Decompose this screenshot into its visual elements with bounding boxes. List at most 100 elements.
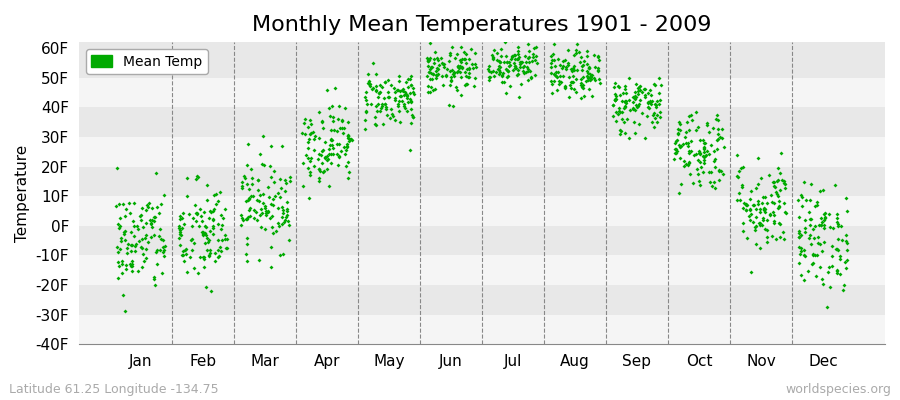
Point xyxy=(202,252,216,258)
Point xyxy=(369,108,383,114)
Point xyxy=(279,214,293,220)
Point xyxy=(175,252,189,258)
Point xyxy=(832,223,846,229)
Point xyxy=(253,192,267,199)
Point xyxy=(428,72,443,78)
Y-axis label: Temperature: Temperature xyxy=(15,144,30,242)
Point xyxy=(677,158,691,164)
Point xyxy=(760,227,775,233)
Point xyxy=(549,73,563,79)
Point xyxy=(697,157,711,163)
Point xyxy=(327,118,341,124)
Point xyxy=(153,247,167,254)
Point xyxy=(432,62,446,68)
Point xyxy=(379,106,393,112)
Point xyxy=(526,50,540,57)
Point xyxy=(794,272,808,278)
Point xyxy=(629,102,643,108)
Point xyxy=(640,113,654,119)
Point xyxy=(512,64,526,70)
Point xyxy=(241,196,256,202)
Point xyxy=(256,162,271,168)
Point xyxy=(766,179,780,185)
Point xyxy=(736,200,751,207)
Text: Latitude 61.25 Longitude -134.75: Latitude 61.25 Longitude -134.75 xyxy=(9,383,219,396)
Point xyxy=(425,64,439,70)
Point xyxy=(714,168,728,174)
Point xyxy=(753,220,768,226)
Point xyxy=(632,101,646,107)
Point xyxy=(148,231,162,238)
Point xyxy=(239,258,254,264)
Point xyxy=(692,151,706,157)
Point xyxy=(672,155,687,161)
Point xyxy=(400,108,415,114)
Point xyxy=(494,53,508,59)
Point xyxy=(320,166,335,172)
Point xyxy=(752,219,766,226)
Point xyxy=(212,254,226,260)
Point xyxy=(626,119,641,126)
Point xyxy=(438,73,453,79)
Point xyxy=(238,198,253,205)
Point xyxy=(446,67,460,73)
Bar xyxy=(79,226,885,256)
Point xyxy=(459,60,473,66)
Point xyxy=(697,148,711,155)
Point xyxy=(497,79,511,85)
Point xyxy=(467,61,482,67)
Point xyxy=(198,240,212,246)
Point xyxy=(283,177,297,184)
Point xyxy=(446,69,461,76)
Point xyxy=(632,84,646,90)
Point xyxy=(280,212,294,218)
Point xyxy=(337,144,351,150)
Point xyxy=(178,247,193,254)
Point xyxy=(155,270,169,276)
Point xyxy=(775,177,789,183)
Point xyxy=(500,68,515,74)
Point xyxy=(698,146,712,152)
Point xyxy=(388,95,402,102)
Point xyxy=(581,74,596,80)
Point xyxy=(491,57,506,64)
Point xyxy=(778,208,793,215)
Point xyxy=(648,82,662,88)
Point xyxy=(626,105,640,112)
Point xyxy=(274,194,288,200)
Point xyxy=(635,89,650,95)
Point xyxy=(733,197,747,204)
Point xyxy=(122,210,137,216)
Point xyxy=(816,225,831,231)
Point xyxy=(769,183,783,190)
Point xyxy=(202,253,216,260)
Point xyxy=(373,108,387,114)
Point xyxy=(561,47,575,54)
Point xyxy=(501,63,516,70)
Point xyxy=(312,166,327,172)
Point xyxy=(824,243,839,249)
Point xyxy=(323,137,338,144)
Point xyxy=(442,102,456,109)
Point xyxy=(252,150,266,157)
Point xyxy=(482,68,497,74)
Point xyxy=(467,83,482,90)
Point xyxy=(805,260,819,267)
Point xyxy=(381,77,395,84)
Point xyxy=(398,104,412,111)
Point xyxy=(173,231,187,237)
Point xyxy=(814,222,828,228)
Point xyxy=(424,70,438,76)
Point xyxy=(756,215,770,221)
Point xyxy=(569,76,583,83)
Point xyxy=(148,170,163,176)
Point xyxy=(577,92,591,99)
Point xyxy=(431,66,446,72)
Point xyxy=(591,54,606,60)
Point xyxy=(256,133,270,139)
Point xyxy=(671,190,686,196)
Point xyxy=(530,60,544,66)
Point xyxy=(186,264,201,271)
Point xyxy=(117,230,131,237)
Point xyxy=(383,115,398,122)
